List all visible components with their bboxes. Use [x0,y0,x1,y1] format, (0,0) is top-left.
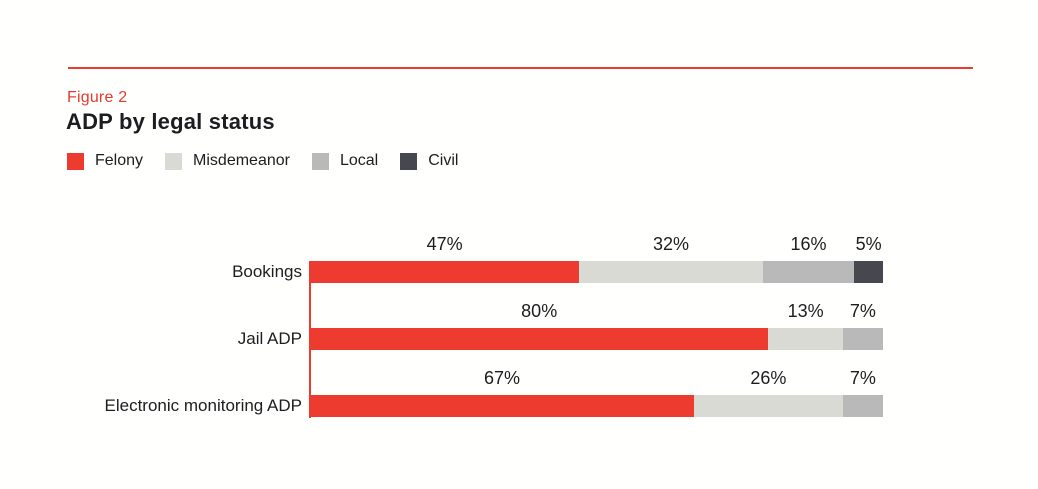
category-label: Electronic monitoring ADP [104,396,302,415]
data-label: 7% [849,301,876,321]
bar-segment-misdemeanor [693,395,843,417]
chart-title: ADP by legal status [66,109,275,134]
chart-row: Jail ADP 80% 13% 7% [0,301,1038,368]
data-label: 7% [849,368,876,388]
stacked-bar [310,328,883,350]
bar-segment-felony [310,261,580,283]
data-label: 47% [426,234,463,254]
bar-segment-misdemeanor [768,328,843,350]
legend-item-local: Local [311,152,379,170]
bar-segment-felony [310,395,694,417]
legend-item-felony: Felony [67,152,143,170]
category-label: Bookings [232,262,302,281]
data-label: 80% [521,301,558,321]
legend-swatch-icon [400,152,418,170]
legend-label: Misdemeanor [193,152,290,169]
category-label: Jail ADP [237,329,302,348]
bar-segment-felony [310,328,769,350]
bar-segment-misdemeanor [579,261,763,283]
data-label: 26% [750,368,787,388]
legend-swatch-icon [67,152,84,170]
legend-item-misdemeanor: Misdemeanor [165,152,290,170]
top-rule-divider [68,67,973,69]
data-label-layer: 80% 13% 7% [310,301,883,322]
stacked-bar [310,261,883,283]
legend-item-civil: Civil [400,152,458,170]
chart-row: Bookings 47% 32% 16% 5% [0,234,1038,301]
bar-segment-civil [854,261,883,283]
data-label: 13% [787,301,824,321]
data-label: 5% [855,234,882,254]
chart-rows: Bookings 47% 32% 16% 5% Jail ADP 80% 13% 7% Elect… [0,234,1038,444]
legend-swatch-icon [165,152,183,170]
legend-label: Felony [95,152,144,169]
figure-number-label: Figure 2 [67,89,128,106]
bar-segment-local [842,328,883,350]
data-label-layer: 47% 32% 16% 5% [310,234,883,255]
legend-swatch-icon [311,152,329,170]
legend-label: Civil [428,152,459,169]
bar-segment-local [842,395,883,417]
chart-legend: Felony Misdemeanor Local Civil [67,152,458,170]
y-axis-line [309,261,311,418]
legend-label: Local [339,152,379,169]
bar-segment-local [762,261,855,283]
stacked-bar [310,395,883,417]
data-label-layer: 67% 26% 7% [310,368,883,389]
data-label: 16% [790,234,827,254]
data-label: 32% [652,234,689,254]
data-label: 67% [483,368,520,388]
chart-row: Electronic monitoring ADP 67% 26% 7% [0,368,1038,435]
